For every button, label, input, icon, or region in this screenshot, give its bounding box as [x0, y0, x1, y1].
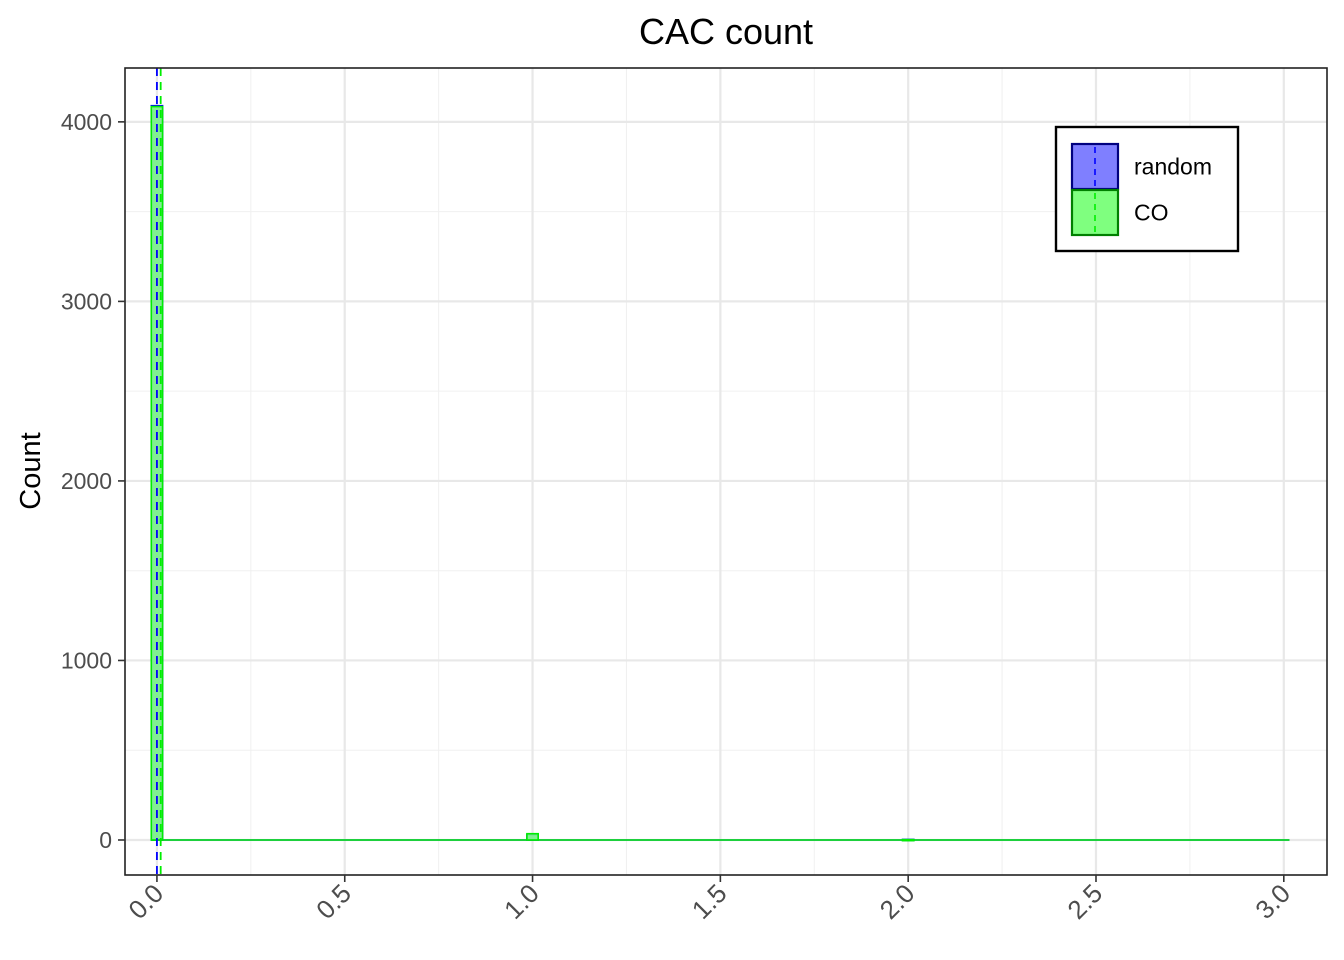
- x-tick-label: 1.0: [498, 878, 545, 925]
- legend: random CO: [1054, 125, 1240, 253]
- x-tick-label: 1.5: [686, 878, 733, 925]
- legend-label-co: CO: [1134, 200, 1169, 226]
- y-tick-label: 0: [99, 827, 112, 853]
- x-tick-label: 0.5: [310, 878, 357, 925]
- x-tick-label: 2.5: [1061, 878, 1108, 925]
- y-tick-label: 3000: [61, 288, 112, 314]
- chart-title: CAC count: [639, 11, 813, 52]
- y-tick-label: 2000: [61, 468, 112, 494]
- x-tick-label: 3.0: [1249, 878, 1296, 925]
- y-tick-label: 4000: [61, 109, 112, 135]
- x-tick-label: 2.0: [874, 878, 921, 925]
- histogram-bar-co: [901, 838, 915, 842]
- legend-label-random: random: [1134, 154, 1212, 180]
- x-tick-label: 0.0: [122, 878, 169, 925]
- histogram-bar-co: [526, 832, 539, 841]
- y-axis-title: Count: [15, 432, 47, 509]
- panel-border: [124, 67, 1328, 876]
- y-tick-label: 1000: [61, 647, 112, 673]
